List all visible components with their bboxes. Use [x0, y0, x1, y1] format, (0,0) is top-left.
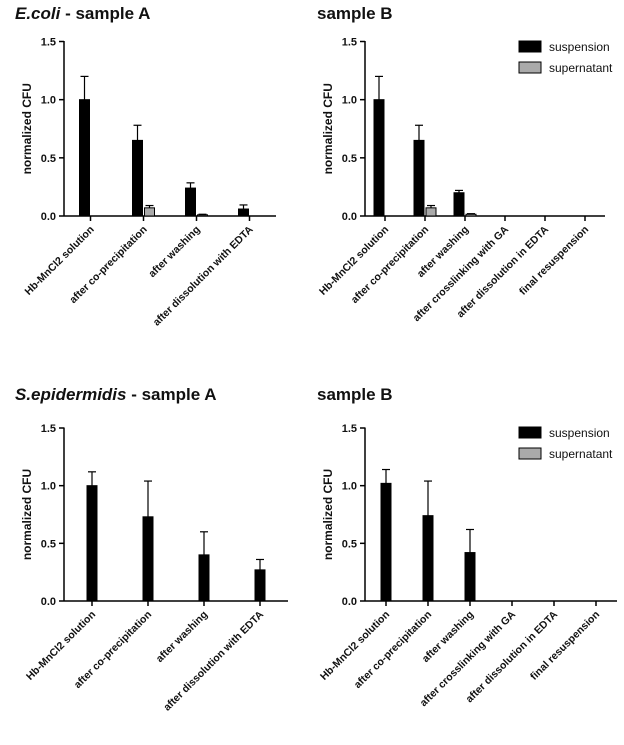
y-tick-label: 1.5 [342, 423, 357, 435]
chart-title: S.epidermidis - sample A [15, 385, 217, 405]
supernatant-legend-label: supernatant [549, 61, 613, 75]
chart-ecoli-sample-a: E.coli - sample A 0.0 0.5 1.0 1.5 normalized… [0, 0, 312, 372]
y-axis-label: normalized CFU [321, 469, 335, 560]
chart-title: sample B [317, 385, 393, 405]
y-tick-label: 0.0 [342, 596, 357, 608]
y-tick-label: 0.5 [41, 538, 56, 550]
suspension-legend-label: suspension [549, 40, 610, 54]
y-tick-label: 1.0 [41, 481, 56, 493]
suspension-bar [453, 192, 465, 217]
x-category-label: after dissolution with EDTA [161, 608, 266, 713]
suspension-bar [142, 516, 154, 602]
chart-sepidermidis-sample-b: sample B 0.0 0.5 1.0 1.5 normalized CFU Hb-Mn… [312, 372, 624, 744]
suspension-legend-swatch [518, 426, 542, 439]
suspension-legend-swatch [518, 40, 542, 53]
legend: suspension supernatant [518, 426, 613, 461]
y-axis-label: normalized CFU [321, 83, 335, 174]
y-tick-label: 0.0 [41, 596, 56, 608]
y-tick-label: 0.5 [342, 538, 357, 550]
chart-plot: 0.0 0.5 1.0 1.5 normalized CFU Hb-MnCl2 solut… [318, 423, 617, 709]
suspension-bar [185, 187, 196, 217]
chart-title-sample: sample B [317, 385, 393, 404]
supernatant-legend-swatch [518, 61, 542, 74]
x-category-label: after washing [146, 224, 202, 280]
chart-title-sample: sample B [317, 4, 393, 23]
suspension-bar [132, 139, 143, 217]
chart-title: sample B [317, 4, 393, 24]
suspension-bar [380, 482, 392, 602]
x-category-label: after co-precipitation [349, 224, 431, 306]
supernatant-bar [144, 207, 155, 217]
y-tick-label: 1.5 [41, 423, 56, 435]
legend: suspension supernatant [518, 40, 613, 75]
supernatant-bar [197, 214, 208, 217]
y-tick-label: 1.0 [342, 95, 357, 107]
suspension-bar [86, 485, 98, 602]
y-axis-label: normalized CFU [20, 83, 34, 174]
chart-sepidermidis-sample-a: S.epidermidis - sample A 0.0 0.5 1.0 1.5 nor… [0, 372, 312, 744]
chart-plot: 0.0 0.5 1.0 1.5 normalized CFU Hb-MnCl2 solut… [317, 37, 613, 325]
x-category-label: Hb-MnCl2 solution [317, 224, 391, 298]
chart-title-organism: S.epidermidis [15, 385, 127, 404]
y-tick-label: 0.5 [342, 153, 357, 165]
y-tick-label: 1.0 [342, 481, 357, 493]
suspension-bar [238, 208, 249, 217]
chart-title-sample: - sample A [60, 4, 151, 23]
x-category-label: after co-precipitation [352, 609, 434, 691]
chart-title: E.coli - sample A [15, 4, 150, 24]
chart-title-sample: - sample A [126, 385, 217, 404]
suspension-bar [254, 569, 266, 602]
supernatant-bar [425, 207, 437, 217]
x-category-label: final resuspension [517, 224, 591, 298]
supernatant-bar [465, 213, 477, 217]
suspension-legend-label: suspension [549, 426, 610, 440]
supernatant-legend-label: supernatant [549, 447, 613, 461]
suspension-bar [198, 554, 210, 602]
x-category-label: after dissolution with EDTA [151, 223, 256, 328]
y-tick-label: 1.0 [41, 95, 56, 107]
suspension-bar [413, 139, 425, 217]
x-category-label: after washing [154, 609, 210, 665]
y-tick-label: 0.0 [41, 211, 56, 223]
chart-ecoli-sample-b: sample B 0.0 0.5 1.0 1.5 normalized CFU Hb-Mn… [312, 0, 624, 372]
chart-title-organism: E.coli [15, 4, 61, 23]
y-tick-label: 1.5 [41, 37, 56, 49]
y-tick-label: 1.5 [342, 37, 357, 49]
suspension-bar [422, 515, 434, 602]
suspension-bar [373, 99, 385, 217]
suspension-bar [464, 552, 476, 602]
y-tick-label: 0.5 [41, 153, 56, 165]
y-tick-label: 0.0 [342, 211, 357, 223]
supernatant-legend-swatch [518, 447, 542, 460]
suspension-bar [79, 99, 90, 217]
y-axis-label: normalized CFU [20, 469, 34, 560]
x-category-label: Hb-MnCl2 solution [318, 609, 392, 683]
